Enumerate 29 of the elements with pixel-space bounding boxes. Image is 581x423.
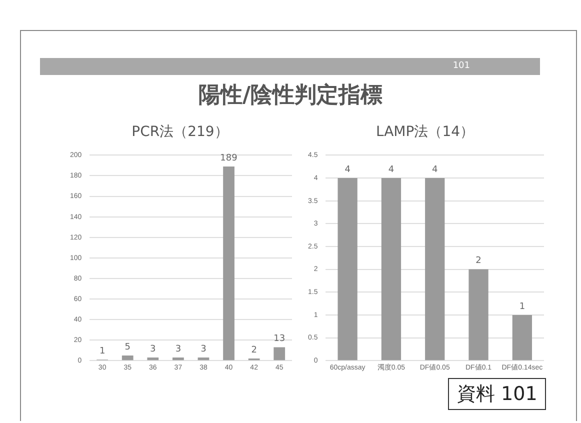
bar — [338, 178, 358, 360]
text: 陽性/陰性判定指標 — [197, 82, 384, 110]
data-label: 3 — [175, 344, 182, 354]
data-label: 1 — [99, 346, 106, 356]
data-label: 2 — [476, 256, 482, 266]
bar — [223, 166, 234, 360]
bar — [425, 178, 445, 360]
text: 101 — [40, 58, 540, 75]
bar — [381, 178, 402, 360]
bar — [198, 358, 210, 360]
data-label: 13 — [274, 334, 286, 344]
data-label: 4 — [344, 164, 351, 175]
data-label: 4 — [388, 164, 394, 175]
data-label: 5 — [124, 342, 130, 352]
data-label: 3 — [200, 344, 206, 354]
bar — [274, 347, 286, 360]
data-label: 1 — [519, 302, 526, 312]
chart-title: PCR法（219） — [130, 123, 230, 142]
text: 資料 101 — [448, 378, 546, 410]
bar — [512, 314, 532, 360]
chart-title: LAMP法（14） — [374, 123, 476, 142]
bar — [172, 358, 184, 360]
bar — [468, 269, 488, 360]
bar — [122, 355, 134, 360]
data-label: 189 — [220, 153, 238, 164]
data-label: 3 — [150, 344, 156, 354]
data-label: 2 — [251, 345, 257, 356]
data-label: 4 — [432, 164, 438, 175]
bar — [147, 358, 159, 360]
